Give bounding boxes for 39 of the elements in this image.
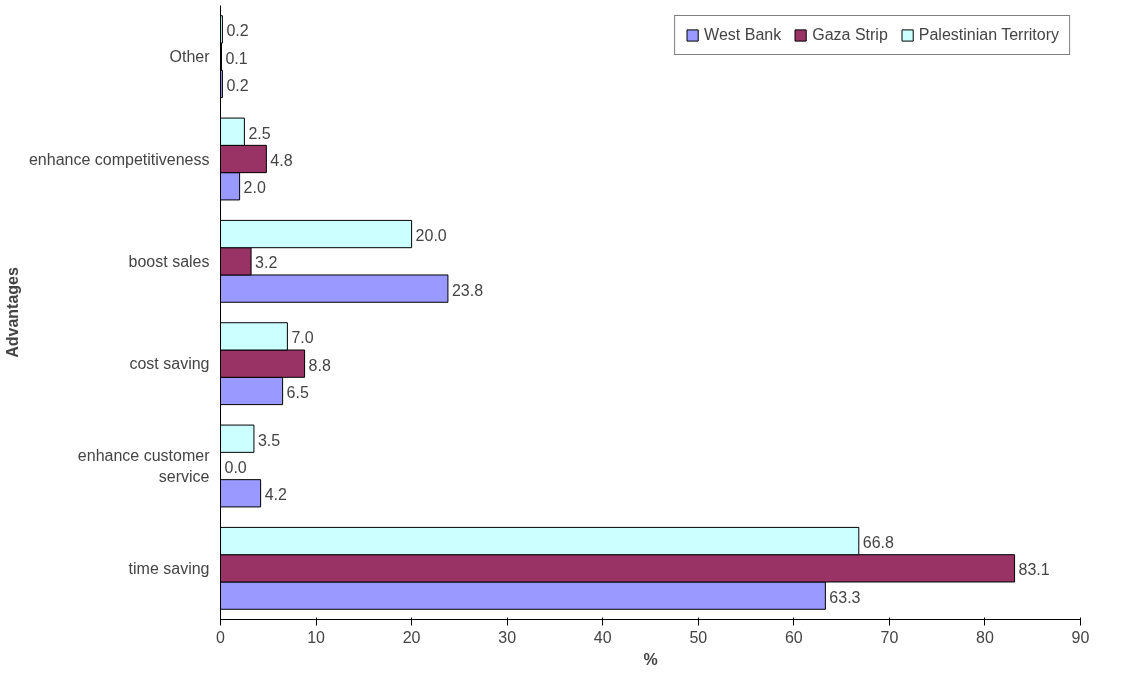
y-tick-label: time saving <box>128 559 210 577</box>
legend-label: Palestinian Territory <box>918 26 1059 44</box>
x-tick-label: 40 <box>593 628 612 646</box>
data-label: 0.2 <box>226 76 249 94</box>
legend-label: Gaza Strip <box>812 26 888 44</box>
data-label: 6.5 <box>286 383 309 401</box>
data-label: 83.1 <box>1018 561 1050 579</box>
y-tick-label: cost saving <box>129 355 210 373</box>
y-tick-label: enhance competitiveness <box>28 150 210 168</box>
x-tick-label: 10 <box>307 628 326 646</box>
data-label: 3.5 <box>257 431 281 449</box>
data-label: 0.1 <box>225 49 248 67</box>
data-label: 8.8 <box>308 356 331 374</box>
x-tick-label: 20 <box>402 628 421 646</box>
y-tick-label: enhance customer service <box>77 447 211 485</box>
data-label: 0.0 <box>224 459 247 476</box>
x-tick-label: 0 <box>216 628 226 646</box>
data-label: 0.2 <box>226 22 249 40</box>
x-tick-label: 50 <box>689 628 708 646</box>
data-label: 4.2 <box>264 486 287 504</box>
legend-label: West Bank <box>704 26 782 44</box>
x-tick-label: 70 <box>880 628 899 646</box>
x-tick-label: 60 <box>784 628 803 646</box>
y-tick-label: boost sales <box>128 252 210 270</box>
data-label: 2.5 <box>248 124 271 142</box>
data-label: 3.2 <box>255 254 278 272</box>
x-tick-label: 30 <box>498 628 517 646</box>
data-label: 2.0 <box>243 179 266 197</box>
data-label: 66.8 <box>862 534 895 552</box>
data-label: 23.8 <box>451 281 484 299</box>
data-label: 20.0 <box>415 227 447 245</box>
x-axis-title: % <box>643 650 658 668</box>
y-axis-title: Advantages <box>3 267 21 358</box>
x-tick-label: 80 <box>976 628 994 646</box>
data-label: 63.3 <box>829 588 861 606</box>
y-tick-label: Other <box>169 48 211 66</box>
data-label: 7.0 <box>291 329 314 347</box>
data-label: 4.8 <box>270 152 293 169</box>
x-tick-label: 90 <box>1071 628 1090 646</box>
